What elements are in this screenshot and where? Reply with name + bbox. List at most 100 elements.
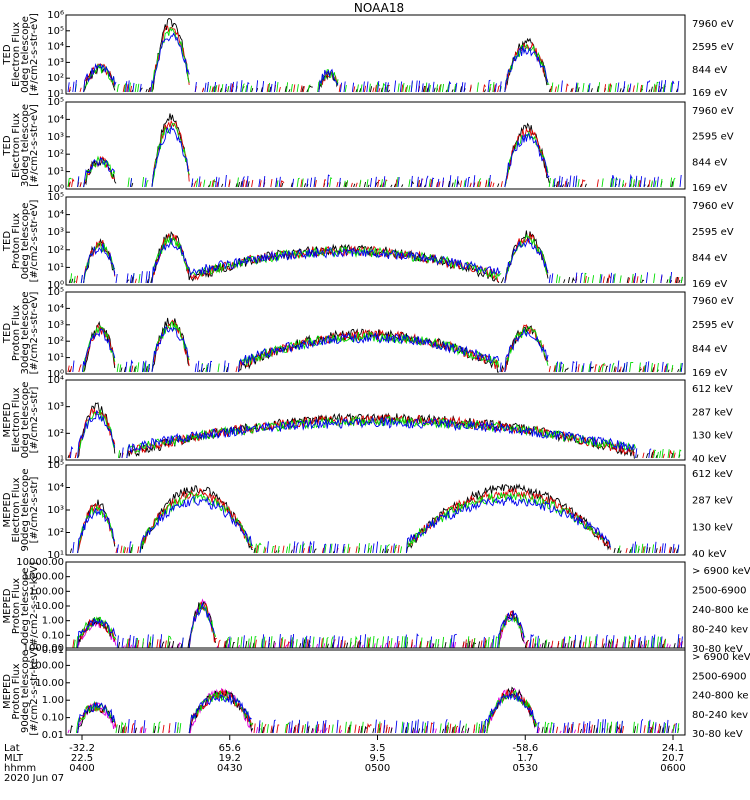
flux-trace-blue — [70, 411, 682, 459]
flux-trace-green — [78, 410, 683, 458]
y-axis-label: 0deg telescope — [20, 203, 31, 280]
panel-frame — [65, 379, 686, 461]
y-tick-label: 10⁴ — [47, 42, 64, 53]
legend-entry: 612 keV — [692, 469, 733, 480]
flux-trace-green — [68, 124, 682, 187]
y-axis-label: TED — [2, 323, 13, 344]
x-tick-hhmm: 0500 — [365, 763, 390, 774]
y-tick-label: 10³ — [47, 227, 64, 238]
legend-entry: 7960 eV — [692, 19, 734, 30]
legend-entry: 240-800 ke — [692, 605, 749, 616]
y-axis-label: Proton Flux — [11, 305, 22, 361]
y-axis-label: 30deg telescope — [20, 291, 31, 374]
x-tick-lat: -32.2 — [69, 743, 95, 754]
y-axis-label: Proton Flux — [11, 663, 22, 719]
y-axis-label: MEPED — [2, 588, 13, 623]
flux-trace-red — [78, 489, 683, 553]
x-tick-hhmm: 0600 — [660, 763, 685, 774]
legend-entry: 30-80 keV — [692, 644, 743, 655]
legend-entry: 7960 eV — [692, 106, 734, 117]
y-tick-label: 10⁴ — [47, 303, 64, 314]
y-axis-label: [#/cm2-s-str] — [29, 476, 40, 543]
x-tick-mlt: 20.7 — [662, 753, 684, 764]
y-axis-label: MEPED — [2, 674, 13, 709]
x-tick-mlt: 9.5 — [370, 753, 386, 764]
y-tick-label: 0.10 — [42, 630, 64, 641]
legend-entry: 169 eV — [692, 279, 727, 290]
y-tick-label: 10⁶ — [47, 10, 64, 21]
y-tick-label: 10⁴ — [47, 114, 64, 125]
flux-trace-green — [76, 691, 682, 733]
y-tick-label: 10³ — [47, 402, 64, 413]
y-axis-label: MEPED — [2, 402, 13, 437]
y-tick-label: 10¹ — [47, 455, 64, 466]
flux-trace-red — [69, 26, 682, 92]
legend-entry: 2595 eV — [692, 320, 734, 331]
y-tick-label: 10⁴ — [47, 483, 64, 494]
legend-entry: 2595 eV — [692, 42, 734, 53]
legend-entry: 169 eV — [692, 183, 727, 194]
y-tick-label: 1.00 — [42, 616, 64, 627]
x-row-label: hhmm — [4, 763, 36, 774]
legend-entry: 169 eV — [692, 368, 727, 379]
legend-entry: > 6900 keV — [692, 652, 750, 663]
y-tick-label: 10² — [47, 336, 64, 347]
y-tick-label: 10.00 — [35, 678, 64, 689]
legend-entry: 7960 eV — [692, 296, 734, 307]
x-tick-hhmm: 0530 — [513, 763, 538, 774]
y-axis-label: 0deg telescope — [20, 16, 31, 93]
y-axis-label: Proton Flux — [11, 213, 22, 269]
y-tick-label: 10² — [47, 428, 64, 439]
y-axis-label: TED — [2, 231, 13, 252]
legend-entry: 30-80 keV — [692, 729, 743, 740]
y-tick-label: 1000.00 — [23, 643, 64, 654]
panel-frame — [65, 561, 686, 651]
panel-frame — [65, 464, 686, 556]
flux-trace-red — [69, 409, 682, 458]
panel-frame — [65, 14, 686, 95]
legend-entry: 2595 eV — [692, 132, 734, 143]
y-axis-label: 90deg telescope — [20, 650, 31, 733]
y-axis-label: 0deg telescope — [20, 382, 31, 459]
panel-frame — [65, 647, 686, 736]
y-axis-label: Electron Flux — [11, 477, 22, 542]
flux-trace-black — [68, 114, 682, 188]
y-tick-label: 0.10 — [42, 713, 64, 724]
flux-trace-green — [69, 234, 683, 284]
x-tick-lat: 65.6 — [219, 743, 241, 754]
x-tick-mlt: 19.2 — [219, 753, 241, 764]
flux-trace-black — [69, 19, 682, 93]
y-axis-label: 90deg telescope — [20, 468, 31, 551]
x-tick-lat: 3.5 — [370, 743, 386, 754]
panel-8: 0.01 0.10 1.00 10.00 100.00 1000.00 MEPEDProto… — [2, 643, 750, 741]
flux-trace-black — [68, 403, 682, 459]
legend-entry: 80-240 kev — [692, 625, 748, 636]
flux-trace-red — [78, 690, 683, 733]
legend-entry: 240-800 ke — [692, 691, 749, 702]
flux-trace-blue — [68, 33, 682, 92]
y-tick-label: 10⁰ — [47, 369, 64, 380]
x-tick-lat: -58.6 — [512, 743, 538, 754]
x-row-label: Lat — [4, 743, 20, 754]
y-tick-label: 10³ — [47, 505, 64, 516]
y-tick-label: 10¹ — [47, 550, 64, 561]
y-tick-label: 10¹ — [47, 353, 64, 364]
x-row-label: MLT — [4, 753, 24, 764]
y-axis-label: [#/cm2-s-str] — [29, 386, 40, 453]
legend-entry: 844 eV — [692, 157, 727, 168]
y-axis-label: Proton Flux — [11, 578, 22, 634]
y-tick-label: 10.00 — [35, 601, 64, 612]
flux-trace-magenta — [76, 600, 682, 648]
y-tick-label: 0.01 — [42, 645, 64, 656]
y-tick-label: 1000.00 — [23, 572, 64, 583]
legend-entry: 2500-6900 — [692, 671, 747, 682]
y-axis-label: [#/cm2-s-str-keV] — [29, 647, 40, 735]
panel-frame — [65, 196, 686, 286]
flux-trace-blue — [81, 238, 682, 283]
y-axis-label: [#/cm2-s-str-eV] — [29, 104, 40, 187]
flux-trace-magenta — [68, 689, 682, 734]
